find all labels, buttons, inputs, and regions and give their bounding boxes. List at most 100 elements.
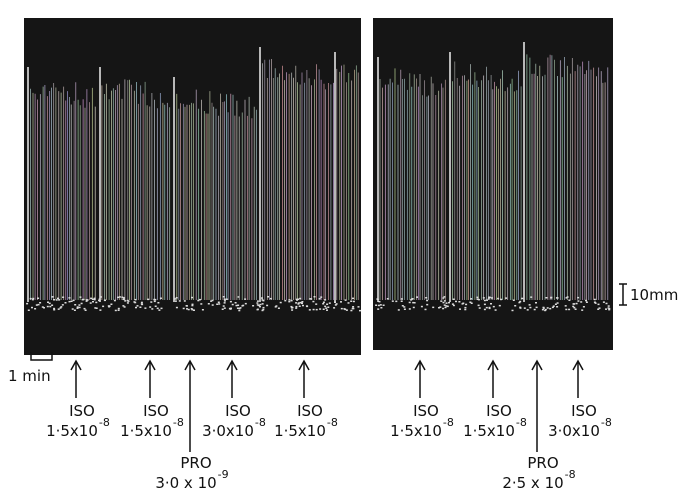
baseline-noise	[585, 301, 588, 303]
baseline-noise	[523, 307, 526, 309]
baseline-noise	[301, 302, 303, 305]
baseline-noise	[568, 308, 571, 311]
baseline-noise	[306, 305, 309, 308]
baseline-noise	[545, 297, 548, 299]
baseline-noise	[191, 304, 194, 307]
baseline-noise	[261, 309, 264, 312]
time-bar	[30, 352, 53, 361]
baseline-noise	[403, 308, 406, 310]
baseline-noise	[554, 303, 557, 305]
baseline-noise	[185, 305, 188, 307]
baseline-noise	[76, 306, 79, 308]
baseline-noise	[483, 308, 486, 311]
baseline-noise	[201, 309, 204, 311]
baseline-noise	[216, 303, 219, 305]
baseline-noise	[535, 302, 537, 304]
baseline-noise	[156, 307, 159, 310]
baseline-noise	[469, 301, 472, 303]
baseline-noise	[191, 308, 194, 311]
baseline-noise	[322, 303, 325, 305]
baseline-noise	[443, 304, 446, 306]
baseline-noise	[442, 307, 445, 310]
baseline-noise	[326, 303, 329, 305]
baseline-noise	[352, 300, 355, 303]
baseline-noise	[159, 297, 162, 299]
drug-name: ISO	[225, 402, 251, 420]
baseline-noise	[123, 306, 126, 308]
baseline-noise	[526, 309, 529, 311]
baseline-noise	[350, 300, 353, 302]
baseline-noise	[335, 303, 338, 305]
baseline-noise	[73, 309, 76, 311]
scale-bar	[619, 283, 627, 306]
baseline-noise	[231, 303, 234, 306]
baseline-noise	[301, 301, 304, 303]
baseline-noise	[46, 305, 49, 308]
baseline-noise	[113, 299, 116, 302]
baseline-noise	[117, 309, 120, 311]
baseline-noise	[446, 305, 449, 308]
baseline-noise	[465, 303, 468, 306]
baseline-noise	[31, 298, 34, 301]
baseline-noise	[359, 309, 361, 312]
recordings	[24, 18, 613, 355]
baseline-noise	[223, 300, 226, 302]
baseline-noise	[315, 303, 318, 305]
exponent: -8	[173, 416, 184, 429]
baseline-noise	[257, 304, 260, 307]
baseline-noise	[461, 303, 464, 305]
baseline-noise	[239, 307, 242, 309]
baseline-noise	[519, 300, 522, 303]
baseline-noise	[83, 307, 86, 310]
baseline-noise	[225, 298, 228, 300]
arrow-head	[298, 359, 310, 371]
baseline-noise	[80, 302, 83, 305]
baseline-noise	[223, 307, 226, 309]
baseline-noise	[58, 299, 61, 301]
baseline-noise	[47, 301, 49, 303]
baseline-noise	[352, 306, 355, 308]
baseline-noise	[261, 303, 264, 305]
concentration: 1·5x10	[46, 422, 98, 440]
baseline-noise	[117, 296, 119, 299]
baseline-noise	[445, 305, 448, 307]
arrow-head	[144, 359, 156, 371]
baseline-noise	[71, 308, 74, 310]
baseline-noise	[572, 303, 575, 305]
baseline-noise	[34, 308, 37, 310]
baseline-noise	[556, 306, 559, 308]
drug-name: ISO	[413, 402, 439, 420]
baseline-noise	[324, 305, 327, 308]
baseline-noise	[175, 297, 178, 299]
baseline-noise	[296, 299, 299, 301]
baseline-noise	[352, 297, 354, 300]
baseline-noise	[291, 309, 294, 311]
baseline-noise	[333, 307, 336, 309]
baseline-noise	[298, 305, 301, 307]
concentration: 3·0x10	[548, 422, 600, 440]
baseline-noise	[607, 307, 610, 309]
baseline-noise	[68, 300, 71, 303]
baseline-noise	[235, 304, 238, 307]
baseline-noise	[275, 305, 278, 307]
baseline-noise	[518, 301, 521, 304]
baseline-noise	[64, 302, 67, 304]
baseline-noise	[541, 308, 544, 311]
baseline-noise	[487, 298, 490, 300]
baseline-noise	[290, 299, 293, 302]
baseline-noise	[91, 298, 94, 300]
baseline-noise	[223, 298, 226, 300]
baseline-noise	[602, 301, 605, 303]
baseline-noise	[483, 303, 486, 306]
baseline-noise	[259, 303, 262, 306]
baseline-noise	[118, 296, 121, 298]
baseline-noise	[98, 299, 100, 302]
baseline-noise	[104, 299, 106, 301]
baseline-noise	[182, 307, 185, 310]
baseline-noise	[478, 307, 481, 309]
baseline-noise	[483, 299, 486, 302]
baseline-noise	[357, 306, 360, 308]
baseline-noise	[505, 297, 508, 299]
baseline-noise	[426, 303, 429, 306]
